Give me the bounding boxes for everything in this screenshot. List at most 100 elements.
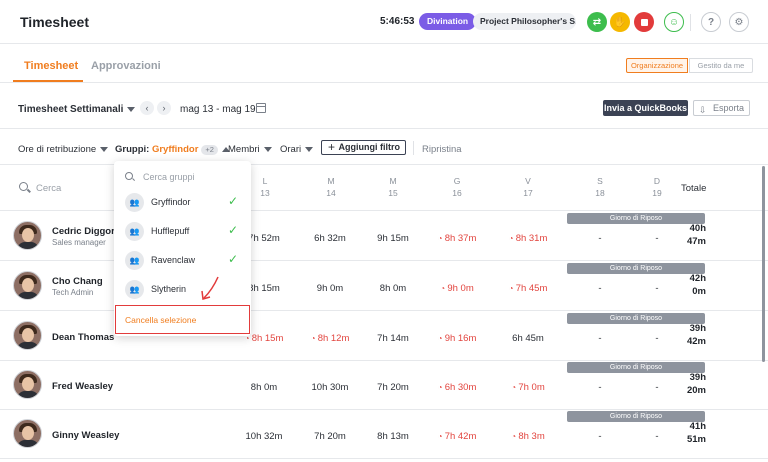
time-cell[interactable]: 7h 14m (377, 333, 409, 344)
user-icon[interactable]: ☺ (664, 12, 684, 32)
time-cell[interactable]: 7h 20m (377, 382, 409, 393)
stop-icon[interactable] (634, 12, 654, 32)
time-cell[interactable]: 9h 16m (425, 333, 489, 344)
divider (0, 128, 768, 129)
add-filter-button[interactable]: + Aggiungi filtro (321, 140, 406, 155)
time-cell[interactable]: 8h 0m (379, 283, 407, 294)
reset-filters-link[interactable]: Ripristina (422, 144, 462, 155)
time-cell[interactable]: 8h 15m (232, 333, 296, 344)
time-cell[interactable]: 10h 32m (245, 431, 283, 442)
avatar[interactable] (13, 419, 42, 448)
export-button[interactable]: ⇩ Esporta (693, 100, 750, 116)
avatar[interactable] (13, 321, 42, 350)
weekend-cell[interactable]: - (655, 382, 659, 393)
groups-filter[interactable]: Gruppi: Gryffindor +2 (115, 144, 230, 155)
groups-value: Gryffindor (151, 144, 199, 155)
weekend-cell[interactable]: - (655, 333, 659, 344)
plus-icon: + (328, 140, 336, 154)
scope-organization-button[interactable]: Organizzazione (626, 58, 688, 73)
weekend-cell[interactable]: - (655, 233, 659, 244)
total-minutes: 47m (686, 236, 706, 247)
groups-label: Gruppi (115, 144, 147, 155)
day-number: 15 (388, 188, 398, 198)
time-cell[interactable]: 6h 45m (512, 333, 544, 344)
pay-hours-filter[interactable]: Ore di retribuzione (18, 144, 109, 155)
total-minutes: 20m (686, 385, 706, 396)
avatar[interactable] (13, 221, 42, 250)
quickbooks-button[interactable]: Invia a QuickBooks (603, 100, 688, 116)
time-cell[interactable]: 9h 15m (377, 233, 409, 244)
weekend-cell[interactable]: - (598, 431, 602, 442)
members-filter[interactable]: Membri (228, 144, 272, 155)
time-cell[interactable]: 7h 45m (496, 283, 560, 294)
period-select[interactable]: Timesheet Settimanali (18, 104, 136, 115)
avatar[interactable] (13, 271, 42, 300)
group-icon: 👥 (125, 222, 144, 241)
weekend-cell[interactable]: - (598, 233, 602, 244)
avatar[interactable] (13, 370, 42, 399)
project-badge[interactable]: Project Philosopher's S... (473, 13, 576, 30)
divider (0, 164, 768, 165)
group-search-input[interactable] (143, 170, 239, 184)
time-cell[interactable]: 9h 0m (316, 283, 344, 294)
time-cell[interactable]: 8h 3m (496, 431, 560, 442)
time-cell[interactable]: 7h 0m (496, 382, 560, 393)
date-range: mag 13 - mag 19 (180, 104, 256, 115)
table-row[interactable]: Fred Weasley 8h 0m 10h 30m 7h 20m 6h 30m 7h 0… (0, 360, 760, 409)
group-option[interactable]: 👥 Slytherin (114, 275, 251, 304)
settings-icon[interactable]: ⚙ (729, 12, 749, 32)
day-number: 19 (652, 188, 662, 198)
member-name[interactable]: Ginny Weasley (52, 430, 120, 441)
schedules-filter[interactable]: Orari (280, 144, 314, 155)
tab-approvals[interactable]: Approvazioni (91, 60, 161, 72)
tab-timesheet[interactable]: Timesheet (24, 60, 79, 72)
help-icon[interactable]: ? (701, 12, 721, 32)
clear-selection-button[interactable]: Cancella selezione (115, 305, 250, 334)
day-number: 16 (452, 188, 462, 198)
refresh-icon[interactable]: ⇄ (587, 12, 607, 32)
group-option[interactable]: 👥 Hufflepuff ✓ (114, 217, 251, 246)
prev-week-button[interactable]: ‹ (140, 101, 154, 115)
member-name[interactable]: Cedric Diggory (52, 226, 121, 237)
time-cell[interactable]: 6h 32m (314, 233, 346, 244)
time-cell[interactable]: 8h 0m (250, 382, 278, 393)
chevron-down-icon (100, 146, 109, 152)
hand-icon[interactable]: ✋ (610, 12, 630, 32)
time-cell[interactable]: 9h 0m (425, 283, 489, 294)
member-name[interactable]: Cho Chang (52, 276, 103, 287)
table-row[interactable]: Ginny Weasley 10h 32m 7h 20m 8h 13m 7h 42m 8h… (0, 409, 760, 458)
day-letter: L (262, 176, 268, 186)
member-name[interactable]: Fred Weasley (52, 381, 114, 392)
calendar-icon[interactable] (256, 103, 266, 113)
time-cell[interactable]: 7h 42m (425, 431, 489, 442)
weekend-cell[interactable]: - (655, 431, 659, 442)
weekend-cell[interactable]: - (598, 382, 602, 393)
activity-badge[interactable]: Divination (419, 13, 477, 30)
divider (690, 14, 691, 31)
time-cell[interactable]: 7h 52m (248, 233, 280, 244)
time-cell[interactable]: 8h 13m (377, 431, 409, 442)
member-search-input[interactable]: Cerca (36, 183, 62, 194)
table-row[interactable]: Cedric Diggory Sales manager 7h 52m 6h 32m 9… (0, 211, 760, 260)
time-cell[interactable]: 7h 20m (314, 431, 346, 442)
next-week-button[interactable]: › (157, 101, 171, 115)
table-row[interactable]: Dean Thomas 8h 15m8h 12m 7h 14m 9h 16m 6h 45… (0, 311, 760, 360)
scope-managed-button[interactable]: Gestito da me (689, 58, 753, 73)
weekend-cell[interactable]: - (655, 283, 659, 294)
time-cell[interactable]: 8h 15m (248, 283, 280, 294)
time-cell[interactable]: 8h 12m (298, 333, 362, 344)
member-name[interactable]: Dean Thomas (52, 332, 115, 343)
weekend-cell[interactable]: - (598, 333, 602, 344)
group-option[interactable]: 👥 Ravenclaw ✓ (114, 246, 251, 275)
time-cell[interactable]: 8h 37m (425, 233, 489, 244)
time-cell[interactable]: 6h 30m (425, 382, 489, 393)
time-cell[interactable]: 10h 30m (311, 382, 349, 393)
group-search[interactable] (123, 170, 242, 184)
group-option[interactable]: 👥 Gryffindor ✓ (114, 188, 251, 217)
scrollbar[interactable] (762, 166, 765, 362)
time-cell[interactable]: 8h 31m (496, 233, 560, 244)
weekend-cell[interactable]: - (598, 283, 602, 294)
row-divider (0, 310, 768, 311)
pay-hours-label: Ore di retribuzione (18, 144, 97, 155)
